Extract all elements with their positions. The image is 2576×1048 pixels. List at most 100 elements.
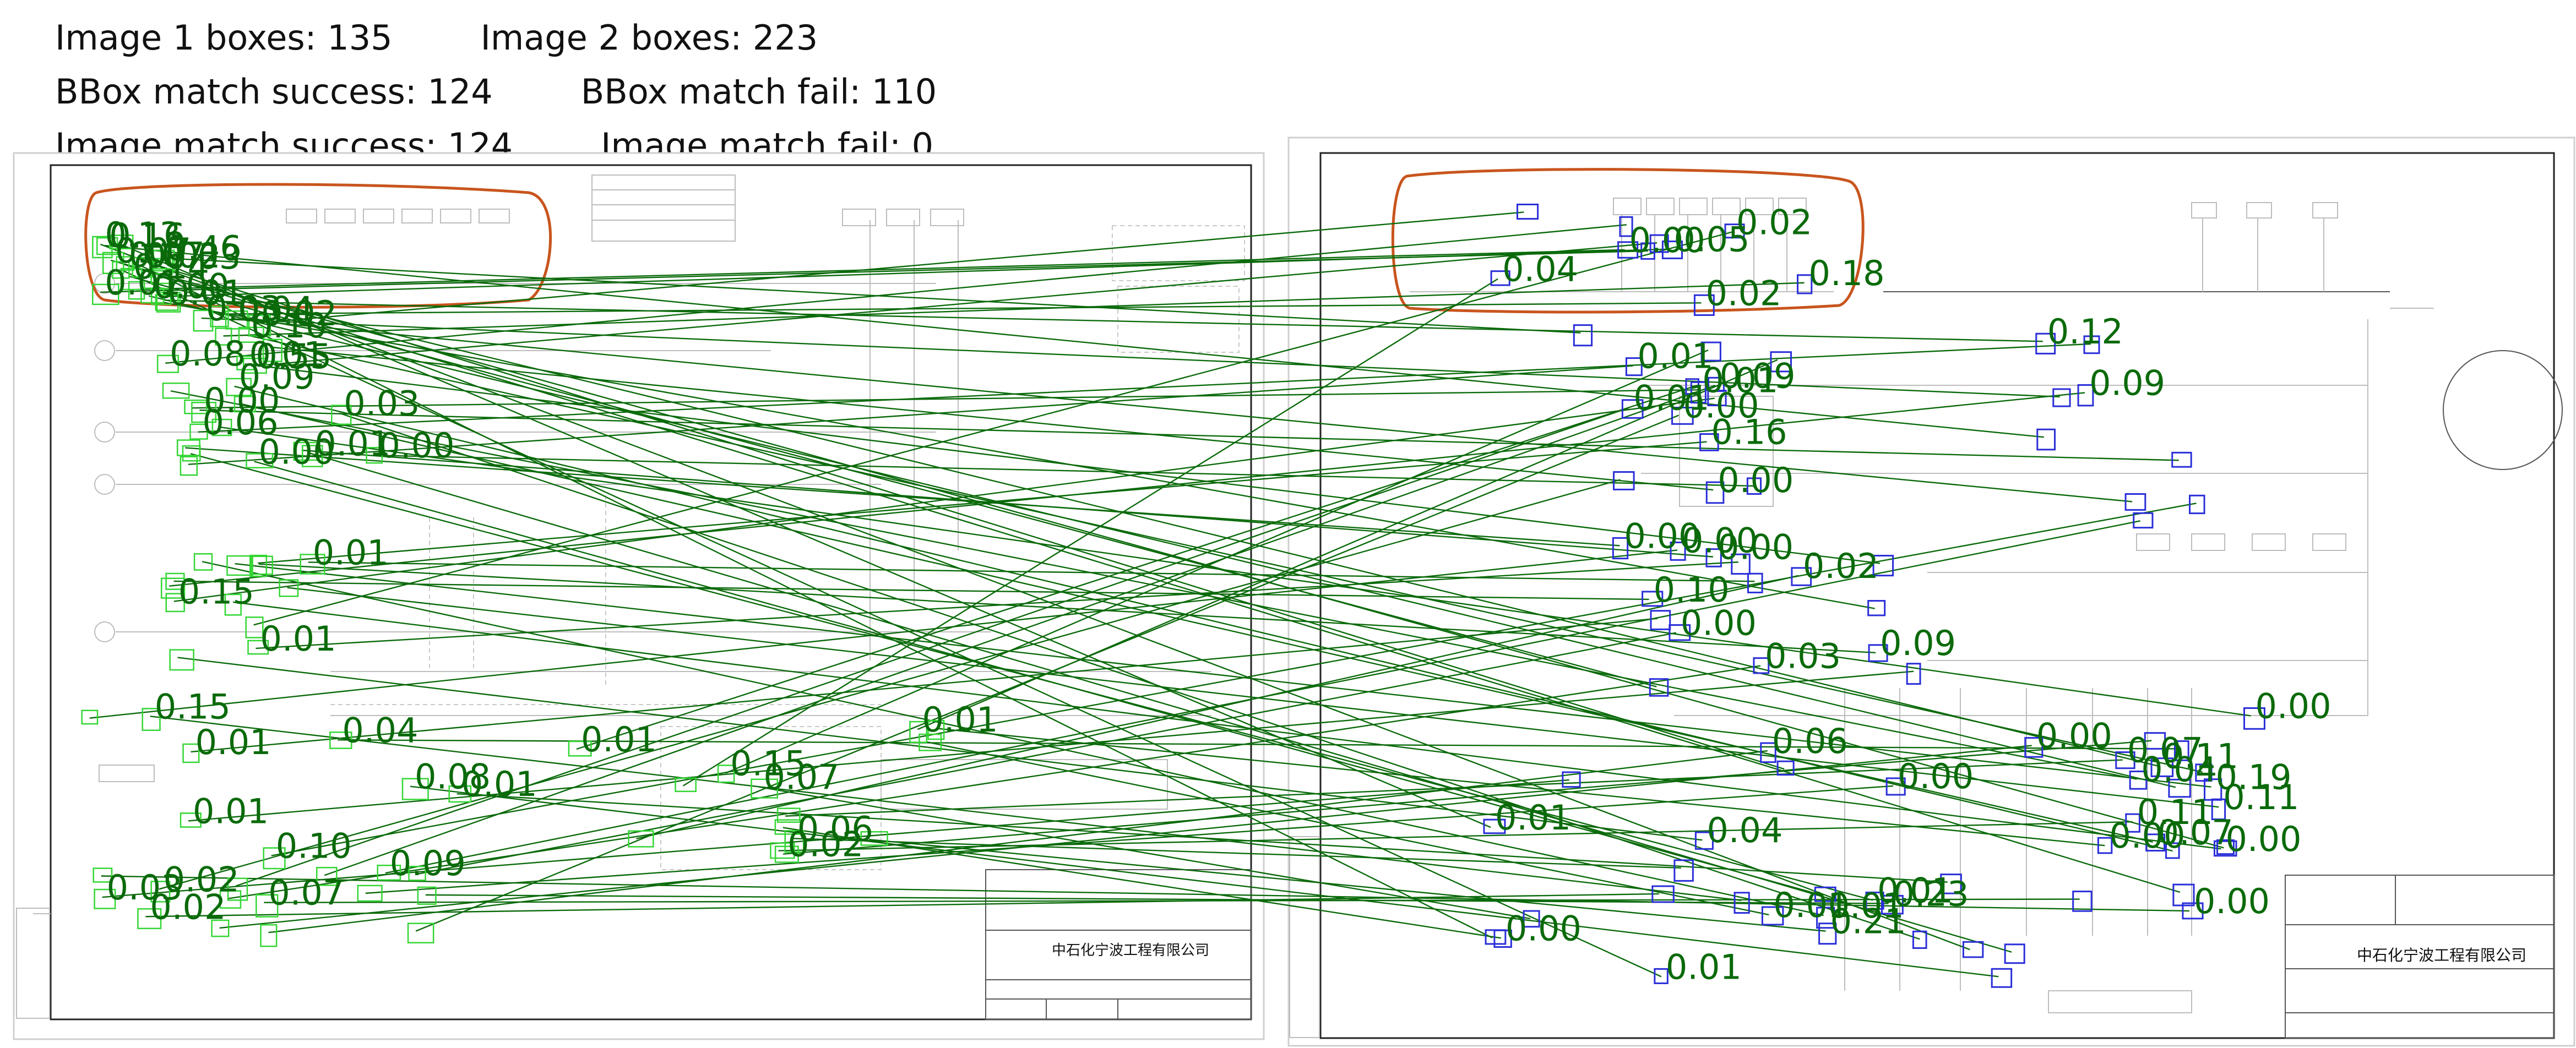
image2-bbox (2145, 833, 2166, 852)
image1-bbox (357, 885, 383, 902)
image2-bbox (1753, 657, 1770, 674)
image2-bbox (2195, 763, 2213, 782)
image1-bbox (225, 310, 248, 330)
image1-bbox (180, 812, 202, 828)
match-score-label: 0.00 (2194, 881, 2270, 921)
image1-bbox (774, 819, 802, 835)
match-line (234, 385, 2173, 852)
match-line (253, 231, 1732, 626)
image1-bbox (211, 919, 230, 937)
match-score-label: 0.00 (1718, 527, 1794, 567)
match-line (102, 779, 1569, 898)
image2-bbox (1650, 610, 1671, 630)
match-line (778, 821, 2133, 852)
match-line (227, 665, 1761, 899)
image1-bbox (219, 890, 242, 909)
image1-bbox (169, 649, 194, 671)
image2-bbox (1707, 390, 1727, 407)
image1-bbox (116, 256, 135, 271)
image2-bbox (1747, 572, 1763, 593)
match-line (100, 250, 1648, 293)
match-score-label: 0.10 (1654, 570, 1730, 610)
match-score-label: 0.00 (1682, 520, 1758, 560)
image1-bbox (182, 445, 201, 462)
match-score-label: 0.00 (2036, 716, 2112, 756)
image1-bbox (250, 555, 273, 575)
match-line (576, 386, 1693, 750)
image2-bbox (1694, 831, 1714, 850)
image1-bbox (142, 708, 161, 731)
image1-bbox (210, 305, 229, 328)
image1-bbox (568, 740, 592, 757)
image1-bbox (156, 354, 179, 373)
match-score-label: 0.01 (461, 764, 537, 804)
image2-bbox (2004, 943, 2025, 964)
image1-bbox (770, 842, 795, 859)
match-score-label: 0.00 (204, 380, 280, 421)
match-line (149, 295, 2176, 788)
image1-bbox (184, 399, 208, 414)
match-score-label: 0.02 (1803, 546, 1879, 586)
company-name-left: 中石化宁波工程有限公司 (1052, 942, 1209, 959)
image2-bbox (1865, 891, 1884, 910)
match-score-label: 0.08 (170, 334, 246, 374)
match-line (201, 317, 2060, 398)
match-score-label: 0.11 (2223, 777, 2299, 817)
match-score-label: 0.00 (153, 266, 229, 307)
image2-bbox (1906, 663, 1921, 685)
image1-bbox (193, 553, 213, 571)
match-score-label: 0.55 (256, 336, 331, 376)
match-line (169, 392, 2085, 587)
match-line (287, 587, 2219, 808)
match-score-label: 0.08 (415, 757, 491, 797)
match-score-label: 0.01 (1666, 947, 1742, 987)
match-score-label: 0.09 (239, 357, 315, 397)
image2-bbox (1516, 203, 1539, 220)
match-score-label: 0.00 (1624, 516, 1700, 556)
match-score-label: 0.13 (105, 215, 181, 255)
match-score-label: 0.01 (1495, 798, 1571, 838)
match-score-label: 0.07 (764, 757, 840, 798)
match-line (251, 242, 1657, 367)
image1-bbox (140, 287, 165, 304)
match-score-label: 0.00 (1683, 386, 1759, 426)
match-score-label: 0.16 (1711, 412, 1787, 452)
match-score-label: 0.09 (1720, 356, 1796, 396)
match-line (136, 249, 1625, 291)
image1-bbox (245, 616, 264, 638)
image1-bbox (93, 867, 113, 883)
image1-bbox (165, 593, 185, 613)
match-score-label: 0.21 (1830, 902, 1906, 942)
image2-bbox (2024, 737, 2044, 758)
image2-bbox (1523, 910, 1540, 928)
image2-bbox (1612, 537, 1629, 560)
match-score-label: 0.14 (133, 247, 209, 287)
match-lines (89, 211, 2251, 978)
image1-bbox (109, 234, 134, 250)
image1-bbox (226, 378, 252, 396)
image2-bbox (2052, 388, 2071, 407)
image2-bbox (1671, 407, 1694, 425)
match-line (161, 257, 1581, 334)
image1-boxes (81, 234, 945, 947)
image2-bbox (1654, 968, 1669, 984)
match-score-label: 0.03 (107, 867, 183, 908)
match-line (410, 785, 1999, 978)
match-line (163, 302, 1875, 609)
image1-bbox (150, 268, 171, 285)
image2-bbox (1693, 294, 1715, 316)
image1-bbox (238, 326, 264, 343)
image1-bbox (377, 864, 401, 881)
image2-bbox (1760, 742, 1776, 763)
match-line (150, 716, 1742, 902)
match-line (271, 503, 2197, 856)
image1-bbox (150, 881, 171, 903)
image1-bbox (302, 445, 323, 467)
image2-bbox (1661, 241, 1683, 259)
match-score-label: 0.01 (195, 722, 271, 762)
image1-bbox (316, 866, 338, 886)
image2-bbox (1816, 907, 1835, 929)
match-line (235, 563, 2211, 788)
image2-bbox (1705, 481, 1725, 504)
image2-bbox (1705, 548, 1722, 567)
